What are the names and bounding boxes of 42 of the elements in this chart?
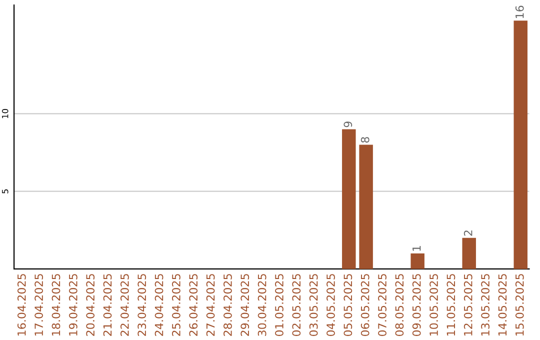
x-tick-label: 23.04.2025 bbox=[138, 274, 146, 336]
x-tick-label: 24.04.2025 bbox=[154, 274, 164, 336]
x-tick-label: 07.05.2025 bbox=[378, 274, 386, 336]
y-tick-label: 10 bbox=[2, 108, 8, 118]
x-tick-label: 11.05.2025 bbox=[446, 274, 456, 336]
x-tick-label: 08.05.2025 bbox=[395, 274, 404, 336]
x-tick-label: 06.05.2025 bbox=[360, 274, 370, 336]
x-tick-label: 29.04.2025 bbox=[240, 274, 250, 336]
x-tick-label: 04.05.2025 bbox=[326, 274, 335, 336]
bar bbox=[514, 20, 528, 269]
data-label: 2 bbox=[464, 230, 472, 236]
x-tick-label: 02.05.2025 bbox=[292, 274, 301, 336]
data-label: 1 bbox=[412, 246, 421, 251]
x-tick-label: 10.05.2025 bbox=[430, 274, 438, 336]
x-tick-label: 03.05.2025 bbox=[309, 274, 318, 336]
x-tick-label: 25.04.2025 bbox=[172, 274, 180, 336]
x-tick-label: 09.05.2025 bbox=[412, 274, 421, 336]
x-tick-label: 16.04.2025 bbox=[17, 274, 26, 336]
bar bbox=[410, 253, 424, 269]
bar bbox=[359, 144, 373, 269]
x-tick-label: 30.04.2025 bbox=[258, 274, 266, 336]
x-tick-label: 27.04.2025 bbox=[206, 274, 215, 336]
y-tick-label: 5 bbox=[2, 189, 8, 194]
x-tick-label: 21.04.2025 bbox=[103, 274, 112, 336]
x-tick-label: 14.05.2025 bbox=[498, 274, 507, 336]
x-tick-label: 01.05.2025 bbox=[275, 274, 284, 336]
x-tick-label: 19.04.2025 bbox=[68, 274, 78, 336]
data-label: 8 bbox=[360, 137, 370, 143]
bar bbox=[342, 129, 356, 269]
x-tick-label: 13.05.2025 bbox=[481, 274, 490, 336]
x-tick-label: 18.04.2025 bbox=[52, 274, 60, 336]
data-label: 9 bbox=[344, 122, 352, 128]
x-tick-label: 22.04.2025 bbox=[120, 274, 129, 336]
x-tick-label: 05.05.2025 bbox=[344, 274, 352, 336]
x-tick-label: 28.04.2025 bbox=[224, 274, 232, 336]
data-label: 16 bbox=[515, 6, 524, 18]
x-tick-label: 12.05.2025 bbox=[464, 274, 472, 336]
x-tick-label: 26.04.2025 bbox=[189, 274, 198, 336]
x-tick-label: 15.05.2025 bbox=[515, 274, 524, 336]
x-tick-label: 17.04.2025 bbox=[34, 274, 44, 336]
bar bbox=[462, 238, 476, 269]
x-tick-label: 20.04.2025 bbox=[86, 274, 95, 336]
